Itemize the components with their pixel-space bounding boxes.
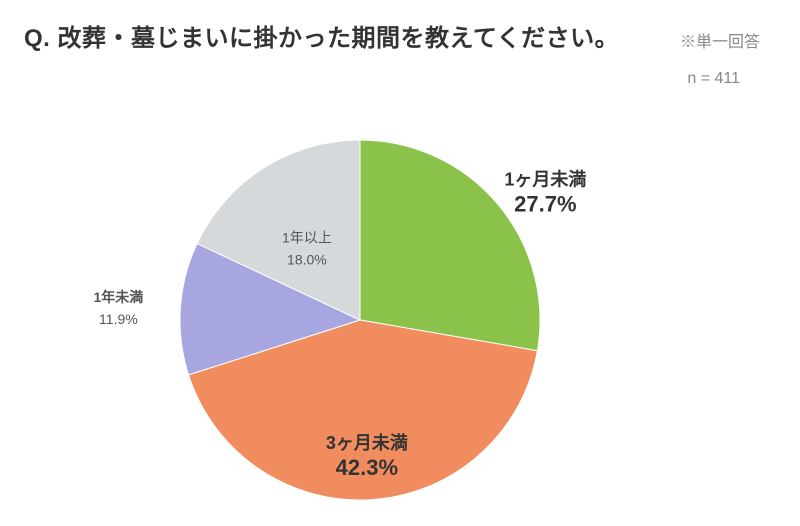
slice-label-1: 3ヶ月未満 bbox=[326, 432, 408, 453]
slice-label-group-1: 3ヶ月未満42.3% bbox=[326, 432, 408, 480]
slice-label-3: 1年以上 bbox=[282, 229, 332, 245]
slice-label-group-0: 1ヶ月未満27.7% bbox=[504, 169, 586, 217]
slice-percent-1: 42.3% bbox=[336, 455, 398, 480]
slice-percent-0: 27.7% bbox=[514, 192, 576, 217]
slice-label-2: 1年未満 bbox=[93, 289, 143, 305]
slice-percent-2: 11.9% bbox=[99, 311, 138, 327]
pie-chart: 1ヶ月未満27.7% 3ヶ月未満42.3% 1年未満 11.9% 1年以上 18.0% bbox=[0, 0, 800, 526]
slice-label-0: 1ヶ月未満 bbox=[504, 169, 586, 190]
slice-label-group-2: 1年未満 11.9% bbox=[93, 289, 143, 327]
slice-percent-3: 18.0% bbox=[287, 251, 327, 267]
